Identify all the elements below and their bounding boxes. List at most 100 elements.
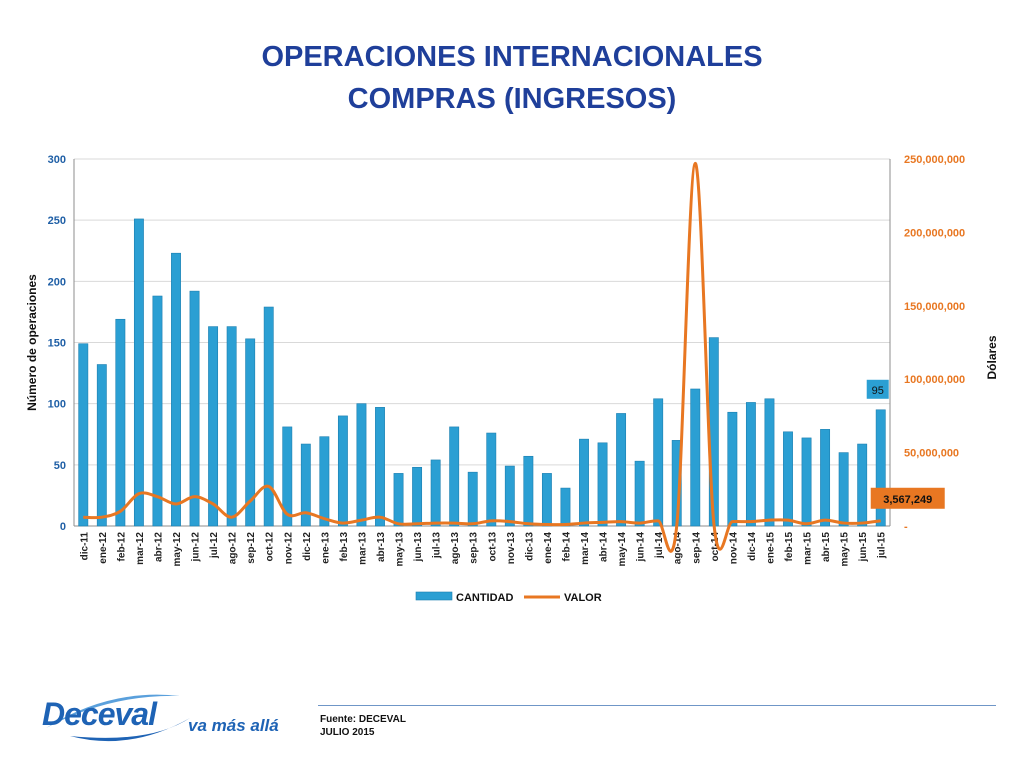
x-tick-label: oct-12 [265,532,276,562]
x-tick-label: feb-12 [116,532,127,562]
source-line-2: JULIO 2015 [320,727,375,738]
right-tick-label: 150,000,000 [904,301,965,313]
line-data-label-box [870,487,945,509]
x-tick-label: feb-14 [561,532,572,562]
x-tick-label: oct-14 [710,532,721,562]
bar [616,413,627,527]
x-tick-label: nov-14 [728,532,739,565]
x-tick-label: ago-12 [228,532,239,565]
bar [375,407,385,527]
bar [504,465,515,527]
x-tick-label: mar-13 [357,532,368,565]
bar [560,487,571,527]
x-tick-label: ene-13 [320,532,331,564]
right-tick-label: 50,000,000 [904,448,959,460]
bar [579,438,589,527]
logo-swoosh-icon [46,694,190,742]
x-tick-label: oct-13 [487,532,498,562]
bar-data-label: 95 [872,385,884,397]
left-tick-label: 0 [60,521,66,533]
bar [801,437,812,527]
source-note: Fuente: DECEVAL JULIO 2015 [320,713,406,739]
bar [838,452,849,527]
bar [597,442,608,527]
bar [764,398,775,527]
bar [857,443,868,527]
bar [523,455,534,527]
line-data-label: 3,567,249 [883,494,932,506]
x-tick-label: mar-14 [580,532,591,565]
title-line-2: COMPRAS (INGRESOS) [347,83,677,115]
right-tick-label: - [904,521,908,533]
right-axis-title: Dólares [985,335,999,379]
bar [208,326,219,527]
legend-valor-label: VALOR [564,592,602,604]
x-tick-label: ene-14 [543,532,554,564]
x-tick-label: jul-12 [209,532,220,560]
x-tick-label: jul-15 [877,532,888,560]
x-tick-label: dic-14 [747,532,758,561]
x-tick-label: abr-12 [153,532,164,562]
x-tick-label: sep-13 [469,532,480,564]
bar [486,432,497,527]
bar [226,326,237,527]
bar-data-label-box [866,379,889,399]
x-tick-label: ago-13 [450,532,461,565]
bar [300,443,311,527]
bar [263,306,274,527]
valor-series-line [83,161,881,553]
right-tick-label: 100,000,000 [904,374,965,386]
bar [319,436,330,527]
left-axis-title: Número de operaciones [25,274,39,411]
chart: 0 50 100 150 200 250 300 - 50,000,000 100,000,000… [25,154,999,604]
x-tick-label: sep-12 [246,532,257,564]
bar [337,415,348,527]
left-tick-label: 100 [48,399,66,411]
bar [634,460,645,527]
x-tick-label: jun-12 [191,532,202,563]
bar [467,471,478,527]
x-tick-label: jul-13 [432,532,443,560]
bar [78,343,89,527]
x-tick-label: jul-14 [654,532,665,560]
bar [412,466,423,527]
x-tick-label: mar-12 [135,532,146,565]
x-tick-label: may-13 [395,532,406,567]
bar [152,295,163,527]
bar [133,218,144,527]
bar [189,290,200,527]
x-tick-label: ene-12 [98,532,109,564]
x-tick-label: nov-13 [506,532,517,565]
logo-brand-text: Deceval [42,696,157,732]
bar [449,426,460,527]
x-tick-label: dic-11 [79,532,90,561]
x-tick-label: sep-14 [691,532,702,564]
bar [245,338,256,527]
source-line-1: Fuente: DECEVAL [320,714,406,725]
x-tick-label: feb-15 [784,532,795,562]
x-tick-label: jun-13 [413,532,424,563]
left-tick-label: 250 [48,215,66,227]
x-tick-label: may-15 [840,532,851,567]
x-tick-label: abr-14 [599,532,610,562]
right-tick-label: 200,000,000 [904,227,965,239]
bar [690,388,701,527]
bar [783,431,793,527]
left-tick-label: 150 [48,338,66,350]
x-tick-label: ago-14 [673,532,684,565]
x-tick-label: feb-13 [339,532,350,562]
legend-cantidad-label: CANTIDAD [456,592,513,604]
bar [727,411,738,527]
logo-tagline: va más allá [188,716,279,735]
bar [653,398,664,527]
x-tick-label: abr-15 [821,532,832,562]
bar [875,409,886,527]
bar [820,429,831,527]
legend-cantidad-swatch [415,591,453,601]
bar [282,426,293,527]
bar [171,252,181,527]
x-tick-label: may-12 [172,532,183,567]
right-tick-label: 250,000,000 [904,154,965,166]
bar [430,459,441,527]
x-tick-label: mar-15 [803,532,814,565]
